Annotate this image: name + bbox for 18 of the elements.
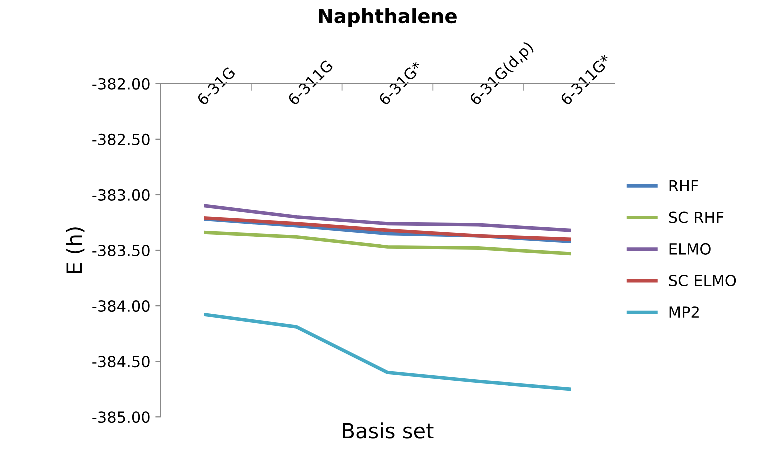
line-series xyxy=(204,204,572,232)
x-axis-title: Basis set xyxy=(343,422,434,439)
y-tick-label: -384.50 xyxy=(92,356,150,368)
y-tick-label: -384.00 xyxy=(92,300,150,312)
line-series xyxy=(204,313,572,392)
legend-label: RHF xyxy=(670,180,698,192)
y-tick-label: -382.00 xyxy=(92,78,150,90)
legend-label: MP2 xyxy=(670,306,699,318)
y-tick-label: -383.50 xyxy=(92,244,150,257)
legend-label: SC ELMO xyxy=(669,274,736,287)
y-tick-label: -385.00 xyxy=(92,412,150,424)
y-tick-label: -383.00 xyxy=(92,189,150,201)
legend-label: ELMO xyxy=(670,243,711,255)
legend-label: SC RHF xyxy=(669,212,724,224)
y-tick-label: -382.50 xyxy=(92,134,150,146)
chart-title: Naphthalene xyxy=(319,8,457,28)
line-series xyxy=(204,231,572,256)
y-axis-title: E (h) xyxy=(66,228,85,274)
